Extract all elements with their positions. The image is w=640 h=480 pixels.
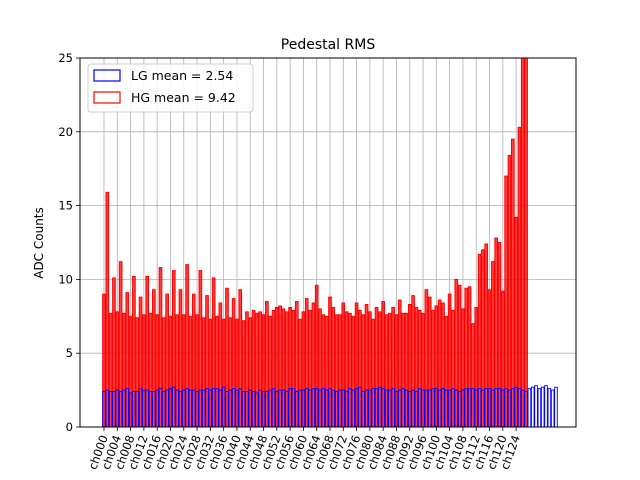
y-tick-label: 15 bbox=[58, 199, 73, 213]
hg-bar bbox=[520, 57, 525, 428]
legend-box bbox=[87, 63, 254, 113]
bars bbox=[102, 57, 558, 428]
hg-bar bbox=[524, 57, 528, 428]
y-tick-label: 10 bbox=[58, 272, 73, 286]
hg-bar bbox=[510, 138, 515, 428]
legend-swatch-lg bbox=[93, 69, 121, 82]
x-ticks: ch000ch004ch008ch012ch016ch020ch024ch028… bbox=[86, 427, 523, 471]
hg-bar bbox=[517, 126, 522, 428]
y-tick-label: 0 bbox=[66, 420, 73, 434]
legend-label-lg: LG mean = 2.54 bbox=[131, 68, 233, 83]
hg-bar bbox=[507, 154, 512, 428]
legend-swatch-hg bbox=[93, 91, 121, 104]
legend-label-hg: HG mean = 9.42 bbox=[131, 90, 236, 105]
y-axis-label: ADC Counts bbox=[32, 207, 46, 279]
chart-title: Pedestal RMS bbox=[281, 37, 376, 53]
y-ticks: 0 5 10 15 20 25 bbox=[58, 51, 80, 434]
y-tick-label: 25 bbox=[58, 51, 73, 65]
y-tick-label: 5 bbox=[66, 346, 73, 360]
y-tick-label: 20 bbox=[58, 125, 73, 139]
legend: LG mean = 2.54 HG mean = 9.42 bbox=[87, 63, 254, 113]
plot-frame bbox=[79, 57, 577, 428]
